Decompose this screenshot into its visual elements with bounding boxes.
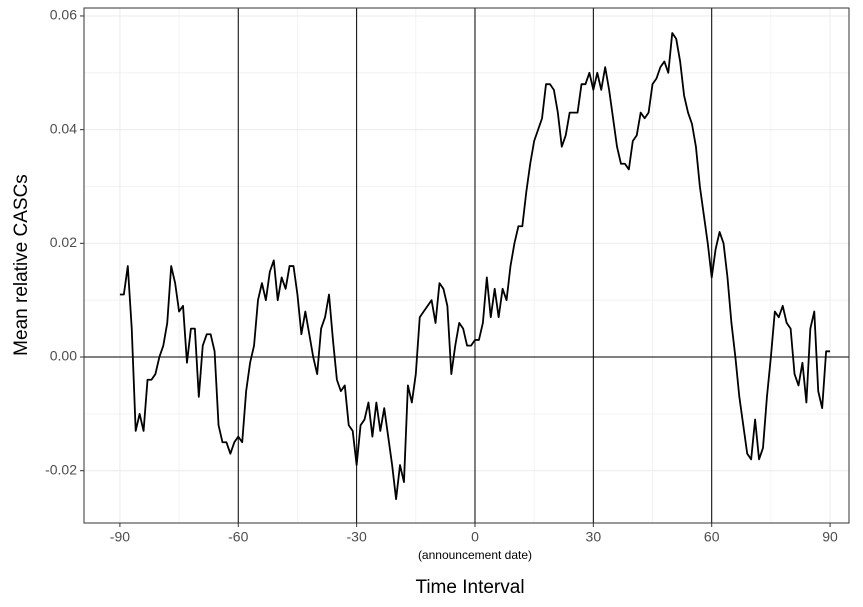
x-tick-label: 30: [586, 529, 602, 545]
y-tick-label: 0.00: [50, 348, 77, 364]
x-axis-label: Time Interval: [415, 577, 524, 598]
x-tick-label: -30: [347, 529, 367, 545]
data-line: [119, 32, 831, 501]
y-tick-label: -0.02: [45, 461, 77, 477]
annotation: (announcement date): [418, 548, 532, 562]
x-tick-label: -90: [110, 529, 130, 545]
x-tick-label: 0: [471, 529, 479, 545]
x-tick-label: -60: [228, 529, 248, 545]
plot-border: [83, 7, 850, 524]
y-tick-label: 0.04: [50, 120, 77, 136]
x-tick-label: 60: [704, 529, 720, 545]
x-tick-label: 90: [822, 529, 838, 545]
y-tick-label: 0.06: [50, 7, 77, 23]
y-tick-label: 0.02: [50, 234, 77, 250]
y-axis-label: Mean relative CASCs: [11, 174, 32, 356]
